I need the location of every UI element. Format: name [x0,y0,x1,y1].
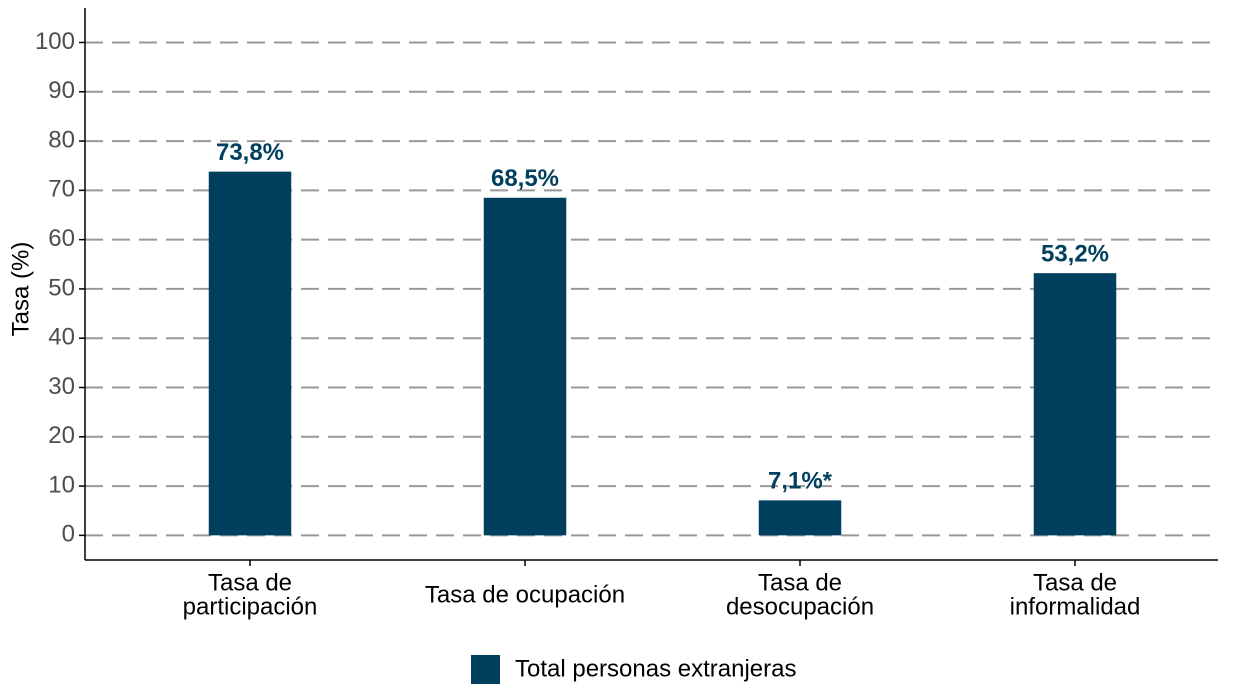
x-tick-label: desocupación [726,593,874,620]
y-tick-label: 100 [35,28,75,55]
y-tick-label: 90 [48,77,75,104]
value-label: 53,2% [1041,241,1109,268]
y-tick-label: 0 [62,521,75,548]
x-tick-label: informalidad [1010,593,1141,620]
legend-label: Total personas extranjeras [515,655,796,682]
y-tick-label: 20 [48,422,75,449]
bar [1033,273,1117,536]
legend-swatch [471,655,500,684]
y-tick-label: 80 [48,126,75,153]
y-tick-label: 70 [48,176,75,203]
y-tick-label: 10 [48,471,75,498]
x-tick-label: Tasa de [1033,569,1117,596]
value-label: 68,5% [491,165,559,192]
y-tick-label: 30 [48,373,75,400]
x-tick-label: participación [183,593,318,620]
bar [483,197,567,536]
x-tick-label: Tasa de ocupación [425,581,625,608]
y-tick-label: 50 [48,274,75,301]
bar [758,500,842,536]
x-tick-label: Tasa de [208,569,292,596]
bar [208,171,292,536]
y-tick-label: 40 [48,324,75,351]
value-label: 73,8% [216,139,284,166]
y-axis-title: Tasa (%) [7,242,34,337]
y-tick-label: 60 [48,225,75,252]
value-label: 7,1%* [768,468,833,495]
x-tick-label: Tasa de [758,569,842,596]
